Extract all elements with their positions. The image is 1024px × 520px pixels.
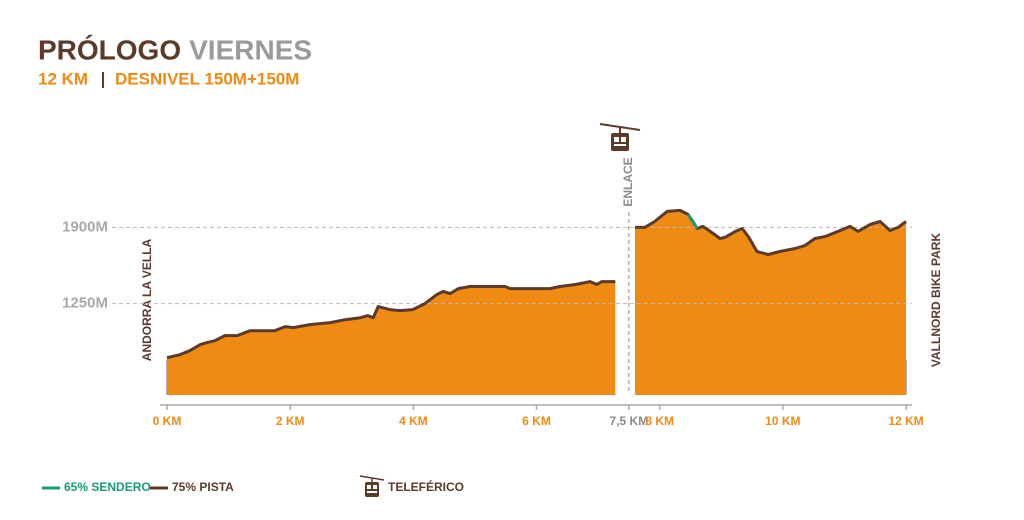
area xyxy=(167,281,616,395)
cable-car-icon xyxy=(599,123,641,151)
x-tick-label: 10 KM xyxy=(765,414,800,428)
y-tick-label: 1250M xyxy=(62,295,108,312)
legend-label: TELEFÉRICO xyxy=(388,479,464,494)
subtitle-elevation: DESNIVEL 150M+150M xyxy=(115,69,299,88)
x-tick-label: 12 KM xyxy=(888,414,923,428)
y-tick-label: 1900M xyxy=(62,218,108,235)
x-tick-label: 7,5 KM xyxy=(610,414,649,428)
plot xyxy=(167,210,906,395)
area xyxy=(635,210,906,395)
start-label: ANDORRA LA VELLA xyxy=(140,238,154,361)
legend-label: 65% SENDERO xyxy=(64,480,151,494)
x-tick-label: 8 KM xyxy=(645,414,674,428)
profile-line xyxy=(686,213,699,230)
x-tick-label: 6 KM xyxy=(522,414,551,428)
legend-cable-car-icon xyxy=(359,475,385,497)
profile-line xyxy=(635,208,907,256)
x-tick-label: 4 KM xyxy=(399,414,428,428)
x-tick-label: 2 KM xyxy=(276,414,305,428)
end-label: VALLNORD BIKE PARK xyxy=(929,233,943,368)
x-tick-label: 0 KM xyxy=(153,414,182,428)
profile-line xyxy=(166,280,616,360)
title-secondary: VIERNES xyxy=(189,34,312,65)
subtitle-distance: 12 KM xyxy=(38,69,88,88)
title-main: PRÓLOGO xyxy=(38,34,181,65)
legend-label: 75% PISTA xyxy=(172,480,234,494)
enlace-label: ENLACE xyxy=(621,157,635,206)
